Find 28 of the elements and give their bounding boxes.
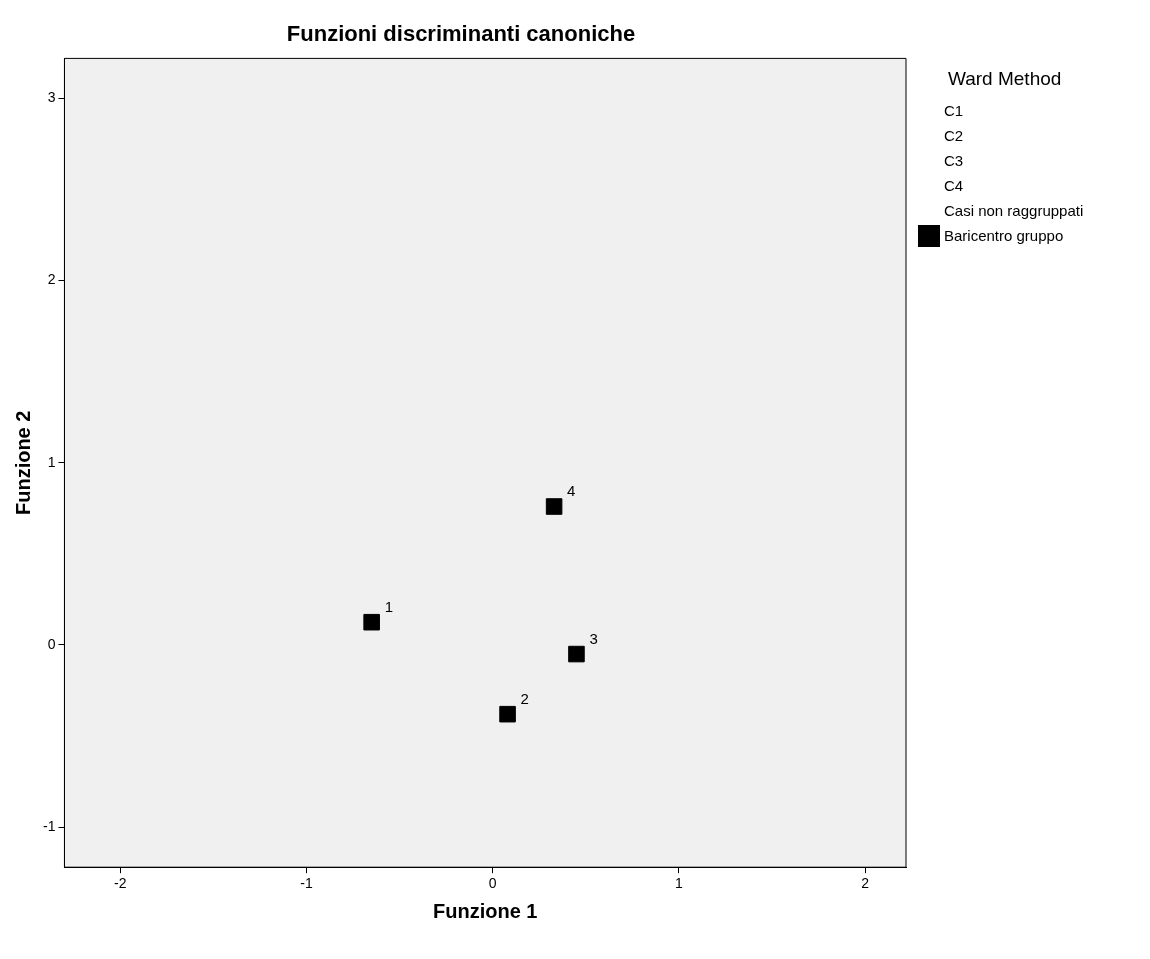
text: C3 bbox=[944, 152, 964, 169]
x-tick-label: 1 bbox=[674, 875, 683, 892]
point bbox=[363, 613, 380, 631]
x-tick-label: -2 bbox=[114, 875, 127, 892]
x-axis-title: Funzione 1 bbox=[433, 899, 538, 922]
legend-title: Ward Method bbox=[948, 68, 1063, 90]
y-tick-label: 3 bbox=[47, 89, 56, 106]
annotation: 2 bbox=[520, 689, 529, 707]
chart-title: Funzioni discriminanti canoniche bbox=[286, 21, 636, 47]
y-tick-label: 0 bbox=[47, 635, 56, 652]
annotation: 1 bbox=[384, 597, 393, 615]
annotation: 4 bbox=[567, 482, 576, 500]
point bbox=[499, 705, 516, 723]
text: C4 bbox=[944, 177, 964, 194]
legend-label: Baricentro gruppo bbox=[944, 227, 1064, 244]
annotation: 3 bbox=[589, 629, 598, 647]
y-tick-label: 1 bbox=[47, 453, 56, 470]
x-tick-label: -1 bbox=[300, 875, 313, 892]
text: Casi non raggruppati bbox=[944, 202, 1084, 219]
x-tick-label: 2 bbox=[861, 875, 870, 892]
text: C2 bbox=[944, 127, 964, 144]
y-tick-label: -1 bbox=[43, 817, 56, 834]
point bbox=[545, 498, 563, 515]
point bbox=[568, 645, 585, 663]
y-tick-label: 2 bbox=[47, 271, 56, 288]
y-axis-title: Funzione 2 bbox=[11, 410, 34, 516]
text: C1 bbox=[944, 102, 964, 119]
x-tick-label: 0 bbox=[488, 875, 497, 892]
